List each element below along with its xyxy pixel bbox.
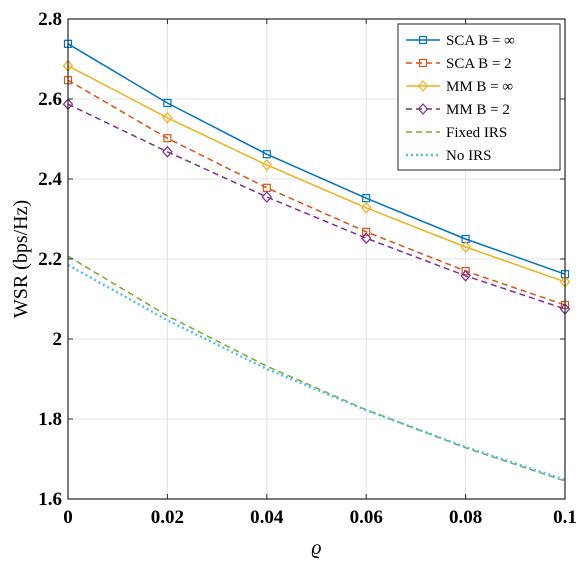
y-tick-label: 2 [53,329,63,350]
x-tick-label: 0.08 [449,507,482,528]
legend-swatch-marker [418,35,428,45]
legend-item: No IRS [406,148,491,164]
legend-item: MM B = ∞ [406,79,513,95]
legend-swatch-marker [417,80,429,92]
data-point [163,134,172,143]
legend-label: SCA B = 2 [446,56,512,72]
data-point [261,159,273,171]
x-tick-label: 0.04 [250,507,284,528]
data-point [163,98,172,108]
tick-marks [67,18,566,500]
series-line [67,263,566,481]
legend-label: MM B = 2 [446,102,510,118]
legend-label: Fixed IRS [446,125,507,141]
series-line [67,103,566,310]
data-point [261,191,273,203]
series-5 [67,263,566,481]
x-axis-label: ϱ [311,537,321,559]
data-point [362,194,371,203]
data-point [262,150,271,159]
data-point [162,111,173,124]
x-tick-label: 0.02 [151,507,184,528]
y-tick-label: 2.6 [38,89,62,110]
data-point [162,145,173,158]
series-4 [67,255,566,482]
legend-label: MM B = ∞ [446,79,513,95]
legend-swatch-marker [417,103,429,115]
x-tick-label: 0.1 [553,507,577,528]
x-tick-labels: 0 0.02 0.04 0.06 0.08 0.1 [63,507,577,528]
legend-item: MM B = 2 [406,102,510,118]
data-point [461,266,470,276]
legend-swatch-marker [418,58,428,68]
y-tick-labels: 1.6 1.8 2 2.2 2.4 2.6 2.8 [38,9,62,510]
data-point [360,232,372,245]
series-layer [62,39,571,482]
series-line [67,255,566,482]
y-axis-label: WSR (bps/Hz) [10,200,32,318]
y-tick-label: 1.8 [38,409,62,430]
y-tick-label: 2.8 [38,9,62,30]
y-tick-label: 1.6 [38,489,62,510]
y-tick-label: 2.4 [38,169,62,190]
legend-label: No IRS [446,148,491,164]
y-tick-label: 2.2 [38,249,62,270]
legend-item: SCA B = 2 [406,56,512,72]
legend-box [397,23,561,171]
data-point [362,227,371,236]
series-line [67,43,566,275]
x-tick-label: 0 [63,507,73,528]
series-line [67,79,566,306]
data-point [460,269,471,282]
data-point [360,201,372,214]
legend-item: Fixed IRS [406,125,507,141]
x-tick-label: 0.06 [350,507,383,528]
legend-label: SCA B = ∞ [446,33,515,49]
legend: SCA B = ∞ SCA B = 2 MM B = ∞ MM B = 2 Fixed … [397,23,561,171]
legend-item: SCA B = ∞ [406,33,515,49]
series-line [67,65,566,283]
data-point [460,241,471,253]
